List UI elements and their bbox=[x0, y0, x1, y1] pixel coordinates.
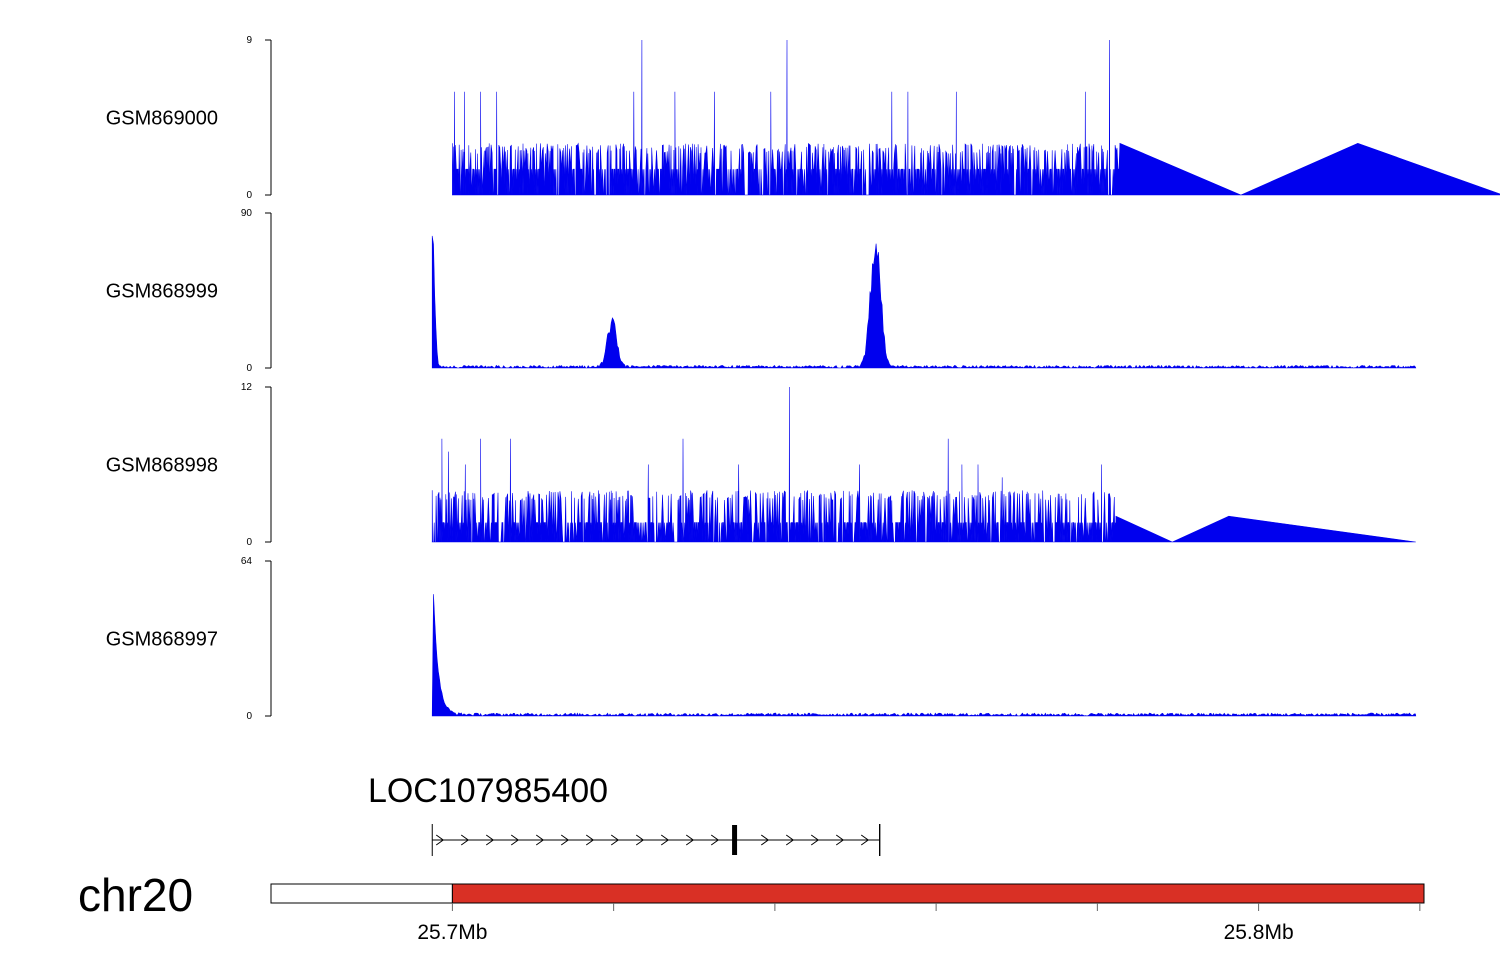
gene-annotation-track: LOC107985400 bbox=[368, 772, 881, 856]
track-label: GSM868997 bbox=[106, 629, 218, 651]
strand-arrow bbox=[835, 834, 845, 846]
strand-arrow bbox=[760, 834, 770, 846]
y-tick-label: 12 bbox=[241, 382, 253, 393]
ideogram-band bbox=[451, 883, 1425, 904]
strand-arrow bbox=[460, 834, 470, 846]
genome-axis: 25.7Mb 25.8Mb bbox=[417, 903, 1421, 944]
y-tick-label: 0 bbox=[246, 190, 252, 201]
strand-arrow bbox=[560, 834, 570, 846]
strand-arrow bbox=[435, 834, 445, 846]
strand-arrow bbox=[510, 834, 520, 846]
x-tick-label: 25.8Mb bbox=[1224, 921, 1294, 944]
track-gsm869000: GSM869000 9 0 bbox=[106, 35, 1500, 201]
y-tick-label: 0 bbox=[246, 363, 252, 374]
y-tick-label: 9 bbox=[246, 35, 252, 46]
strand-arrow bbox=[785, 834, 795, 846]
series-area-gsm869000 bbox=[452, 39, 1500, 196]
chromosome-label: chr20 bbox=[78, 869, 193, 921]
strand-arrow bbox=[710, 834, 720, 846]
track-gsm868997: GSM868997 64 0 bbox=[106, 556, 1417, 722]
strand-arrow bbox=[635, 834, 645, 846]
strand-arrow bbox=[535, 834, 545, 846]
strand-arrow bbox=[685, 834, 695, 846]
track-gsm868999: GSM868999 90 0 bbox=[106, 208, 1417, 374]
series-area-gsm868999 bbox=[431, 235, 1417, 369]
y-tick-label: 90 bbox=[241, 208, 253, 219]
track-label: GSM868999 bbox=[106, 281, 218, 303]
strand-arrow bbox=[810, 834, 820, 846]
ideogram-band bbox=[270, 883, 453, 904]
strand-arrow bbox=[660, 834, 670, 846]
track-label: GSM869000 bbox=[106, 108, 218, 130]
series-area-gsm868997 bbox=[431, 594, 1417, 717]
gene-exon bbox=[732, 825, 738, 855]
x-tick-label: 25.7Mb bbox=[417, 921, 487, 944]
y-tick-label: 0 bbox=[246, 711, 252, 722]
strand-arrow bbox=[485, 834, 495, 846]
y-tick-label: 64 bbox=[241, 556, 253, 567]
data-tracks: GSM86900090GSM868999900GSM868998120GSM86… bbox=[106, 35, 1500, 722]
y-tick-label: 0 bbox=[246, 537, 252, 548]
strand-arrow bbox=[610, 834, 620, 846]
strand-arrow bbox=[860, 834, 870, 846]
track-gsm868998: GSM868998 12 0 bbox=[106, 382, 1416, 548]
strand-arrow bbox=[585, 834, 595, 846]
gene-label: LOC107985400 bbox=[368, 772, 608, 810]
track-label: GSM868998 bbox=[106, 455, 218, 477]
ideogram-track: chr20 bbox=[78, 869, 1425, 921]
series-area-gsm868998 bbox=[431, 386, 1416, 543]
